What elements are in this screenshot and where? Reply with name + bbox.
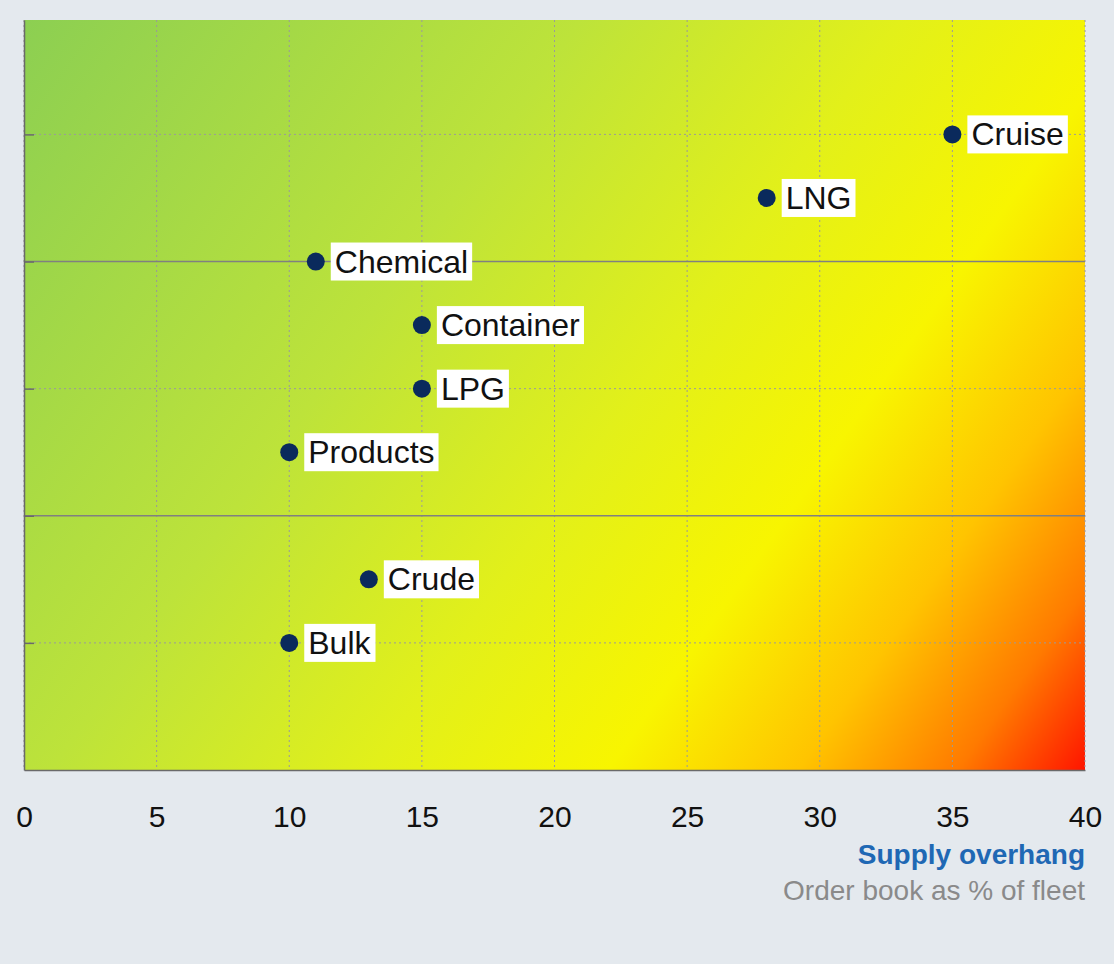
point-label: LPG — [437, 370, 509, 408]
label-background — [304, 433, 438, 471]
x-tick-label: 40 — [1069, 800, 1102, 833]
point-label: Crude — [384, 560, 479, 598]
point — [413, 380, 431, 398]
x-tick: 20 — [538, 770, 571, 833]
label-background — [437, 306, 584, 344]
point-label-text: Container — [441, 307, 580, 343]
x-tick-label: 20 — [538, 800, 571, 833]
chart: 0 5 10 15 20 25 30 35 40 Cruise LNG Chemical Contain… — [0, 0, 1114, 964]
x-tick: 40 — [1069, 770, 1102, 833]
x-tick: 30 — [804, 770, 837, 833]
x-tick: 25 — [671, 770, 704, 833]
x-tick: 10 — [273, 770, 306, 833]
grid-line-x — [819, 20, 820, 770]
y-tick-mark — [24, 388, 34, 390]
grid-line-y — [24, 642, 1085, 643]
point — [943, 125, 961, 143]
y-axis — [24, 21, 34, 771]
point-label: LNG — [782, 179, 856, 217]
x-tick-label: 10 — [273, 800, 306, 833]
x-axis-subtitle: Order book as % of fleet — [783, 875, 1085, 906]
x-tick-label: 35 — [936, 800, 969, 833]
grid-line-y — [24, 261, 1085, 263]
x-tick: 0 — [16, 770, 33, 833]
x-tick-label: 30 — [804, 800, 837, 833]
x-tick-label: 25 — [671, 800, 704, 833]
points — [280, 125, 961, 651]
grid — [24, 20, 1085, 770]
label-background — [304, 624, 375, 662]
point-label: Bulk — [304, 624, 375, 662]
x-axis-title: Supply overhang — [858, 839, 1085, 870]
point-label-text: Products — [308, 434, 434, 470]
point-label-text: Cruise — [971, 116, 1063, 152]
grid-line-x — [687, 20, 688, 770]
y-tick-mark — [24, 261, 34, 263]
x-axis: 0 5 10 15 20 25 30 35 40 — [16, 770, 1102, 833]
point-label: Container — [437, 306, 584, 344]
y-tick — [24, 262, 34, 263]
grid-line-y — [24, 134, 1085, 135]
x-tick: 15 — [406, 770, 439, 833]
plot-background — [24, 20, 1085, 770]
grid-line-x — [156, 20, 157, 770]
x-tick-label: 15 — [406, 800, 439, 833]
grid-line-x — [554, 20, 555, 770]
grid-line-y — [24, 515, 1085, 517]
x-tick-label: 5 — [149, 800, 166, 833]
label-background — [782, 179, 856, 217]
grid-line-y — [24, 388, 1085, 389]
x-tick: 35 — [936, 770, 969, 833]
point — [307, 253, 325, 271]
y-tick-mark — [24, 643, 34, 645]
point-label: Products — [304, 433, 438, 471]
point-label: Cruise — [967, 115, 1067, 153]
point-label-text: Crude — [388, 561, 475, 597]
y-tick — [24, 643, 34, 644]
point-label: Chemical — [331, 243, 472, 281]
y-axis-line — [24, 21, 26, 771]
point-label-text: LNG — [786, 180, 852, 216]
grid-line-x — [1085, 20, 1086, 770]
label-background — [384, 560, 479, 598]
point-label-text: Chemical — [335, 244, 468, 280]
x-axis-line — [25, 770, 1086, 772]
point — [280, 634, 298, 652]
point-labels: Cruise LNG Chemical Container LPGProducts Cru… — [304, 115, 1068, 661]
point — [360, 570, 378, 588]
point — [413, 316, 431, 334]
point — [280, 443, 298, 461]
point-label-text: Bulk — [308, 625, 371, 661]
x-tick-label: 0 — [16, 800, 33, 833]
y-tick — [24, 389, 34, 390]
label-background — [967, 115, 1067, 153]
grid-line-x — [289, 20, 290, 770]
point — [758, 189, 776, 207]
y-tick — [24, 134, 34, 135]
y-tick-mark — [24, 134, 34, 136]
y-tick-mark — [24, 516, 34, 518]
grid-line-x — [24, 20, 25, 770]
label-background — [331, 243, 472, 281]
label-background — [437, 370, 509, 408]
y-tick — [24, 516, 34, 517]
x-tick: 5 — [149, 770, 166, 833]
point-label-text: LPG — [441, 371, 505, 407]
